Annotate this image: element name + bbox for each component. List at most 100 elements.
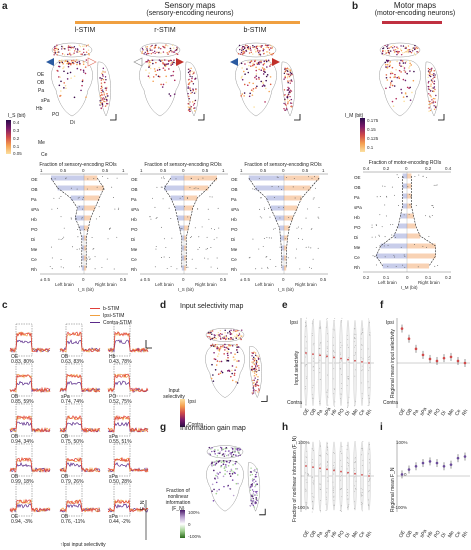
fraction-b-dot <box>390 224 392 226</box>
brain-r-stim-side-dot <box>191 77 193 80</box>
brain-b-stim-side-dot <box>286 98 289 101</box>
panel-e-point <box>360 338 362 340</box>
brain-motor-dot <box>393 85 396 87</box>
panel-e-median <box>305 352 307 354</box>
brain-input-selectivity-side-dot <box>251 367 253 370</box>
fraction-a3-right-bar <box>284 225 290 231</box>
fraction-a1-dot <box>91 237 93 239</box>
panel-h-point <box>333 452 334 453</box>
colorbar-b-tick-3: 0.1 <box>367 145 374 150</box>
panel-h-median <box>312 466 314 469</box>
panel-i-mean-hb <box>428 460 432 463</box>
brain-information-gain-top-dot <box>227 454 230 457</box>
brain-motor-top-dot <box>407 49 410 51</box>
brain-l-stim-dot <box>60 80 62 83</box>
brain-r-stim-side-dot <box>193 72 195 74</box>
fraction-a1-dot <box>62 267 64 269</box>
panel-h-point <box>305 502 307 504</box>
panel-h-label: h <box>282 422 289 433</box>
brain-l-stim-top-dot <box>56 51 59 54</box>
panel-e-point <box>312 397 313 399</box>
fraction-b-dot <box>379 214 381 216</box>
brain-input-selectivity-top-dot <box>215 337 217 340</box>
brain-r-stim-top-dot <box>142 49 144 51</box>
panel-e-point <box>354 345 356 346</box>
brain-b-stim-top-outline <box>235 42 277 58</box>
brain-motor-side-dot <box>431 87 433 90</box>
colorbar-a <box>6 120 11 154</box>
panel-e-point <box>305 364 307 366</box>
brain-r-stim-side-dot <box>190 92 192 95</box>
brain-information-gain-dot <box>228 472 231 475</box>
fraction-a1-right-bar <box>84 205 95 211</box>
brain-l-stim-top-dot <box>83 51 85 54</box>
panel-h-point <box>319 463 321 465</box>
panel-e-point <box>360 348 362 350</box>
fraction-a2-dot <box>207 248 208 250</box>
fraction-a2-dot <box>217 267 218 269</box>
panel-h-point <box>346 456 348 458</box>
map-region-oe: OE <box>37 72 45 78</box>
panel-e-point <box>340 341 342 343</box>
fraction-a2-dot <box>161 186 163 188</box>
brain-r-stim-side-dot <box>188 110 191 112</box>
panel-e-point <box>333 350 335 351</box>
brain-input-selectivity-side-dot <box>251 365 253 368</box>
brain-information-gain-top-dot <box>222 448 225 450</box>
trace-line-6-2 <box>9 415 51 433</box>
panel-h-point <box>313 496 315 498</box>
panel-e-point <box>367 405 369 407</box>
fraction-b-dot <box>437 265 439 267</box>
brain-motor-top-dot <box>392 47 394 49</box>
brain-input-selectivity-top-dot <box>225 336 228 339</box>
brain-l-stim-top-dot <box>67 47 70 49</box>
fraction-a1-dot <box>110 227 112 229</box>
fraction-a3-right-bar <box>284 195 302 201</box>
brain-b-stim-top-dot <box>261 45 263 47</box>
brain-l-stim-top-dot <box>73 52 75 54</box>
brain-r-stim-dot <box>148 64 151 66</box>
panel-e-point <box>318 361 320 363</box>
trace-stim-box-5 <box>113 363 131 397</box>
brain-r-stim-dot <box>155 61 157 64</box>
panel-e-point <box>339 362 341 364</box>
brain-b-stim-dot <box>263 85 266 87</box>
fraction-a2-dot <box>205 248 207 250</box>
brain-information-gain-top-dot <box>224 450 227 452</box>
fraction-b-dot <box>398 177 399 178</box>
fraction-a3-dot <box>263 238 265 239</box>
brain-input-selectivity-top-dot <box>235 330 237 332</box>
fraction-a2-dot <box>191 236 192 238</box>
brain-motor-top-dot <box>395 50 398 53</box>
brain-b-stim-top-dot <box>246 45 249 47</box>
fraction-a1-dot <box>63 227 65 229</box>
brain-input-selectivity-dot <box>227 356 229 359</box>
brain-input-selectivity-top-dot <box>224 332 226 334</box>
brain-motor-dot <box>389 72 392 75</box>
brain-input-selectivity-dot <box>231 372 233 375</box>
panel-h-point <box>320 455 322 457</box>
brain-b-stim-top-dot <box>262 48 265 50</box>
panel-i-mean-rh <box>463 455 467 458</box>
brain-input-selectivity-top-dot <box>232 338 234 340</box>
brain-motor-top-dot <box>409 50 412 53</box>
trace-line-5-2 <box>107 373 149 394</box>
brain-motor-top-dot <box>405 46 407 48</box>
panel-h-point <box>340 505 342 507</box>
panel-i-ytick-2: -100% <box>394 505 408 510</box>
brain-input-selectivity-top-dot <box>235 337 237 339</box>
panel-f-mean-ob <box>407 337 411 341</box>
brain-l-stim-side-dot <box>105 104 108 106</box>
brain-r-stim-top-dot <box>175 53 178 55</box>
brain-b-stim-top-dot <box>237 53 240 55</box>
panel-e-point <box>332 378 334 380</box>
panel-h-point <box>327 462 328 463</box>
xt-b-4: 0.2 <box>445 275 452 280</box>
fraction-b-dot <box>429 216 431 218</box>
brain-information-gain-side-dot <box>256 468 258 470</box>
brain-l-stim-dot <box>66 72 69 75</box>
brain-motor-dot <box>395 68 397 71</box>
brain-l-stim-side-dot <box>100 91 102 94</box>
panel-c-bottom-label: ↑Ipsi input selectivity <box>60 542 106 548</box>
brain-information-gain-side-dot <box>256 492 258 495</box>
